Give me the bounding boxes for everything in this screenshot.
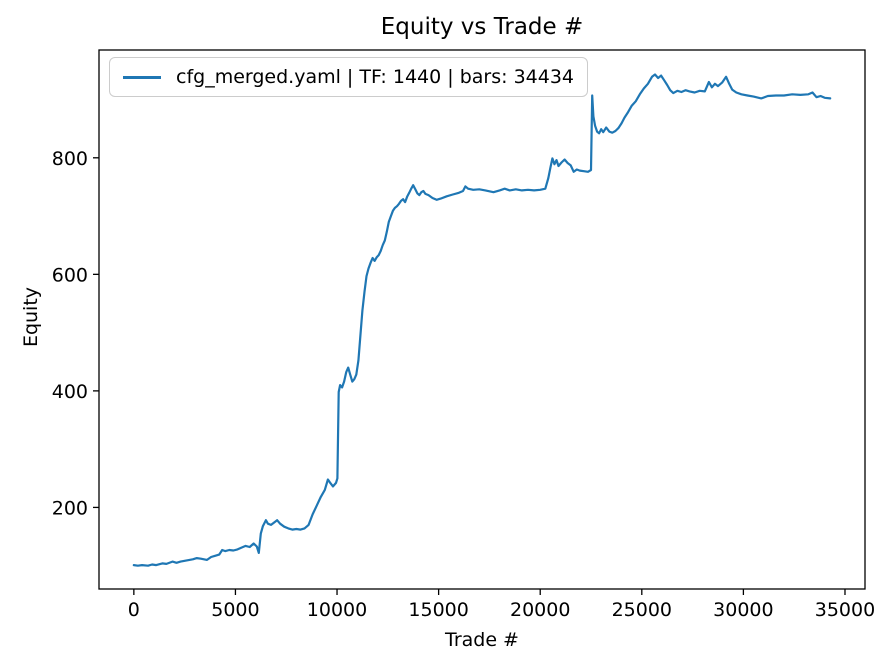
x-tick-label: 10000 xyxy=(307,599,367,621)
legend: cfg_merged.yaml | TF: 1440 | bars: 34434 xyxy=(109,57,589,97)
x-tick-label: 20000 xyxy=(510,599,570,621)
y-tick-label: 600 xyxy=(52,264,88,286)
x-tick-label: 30000 xyxy=(713,599,773,621)
legend-line-swatch xyxy=(123,75,161,79)
legend-label: cfg_merged.yaml | TF: 1440 | bars: 34434 xyxy=(176,66,575,88)
x-tick-label: 5000 xyxy=(211,599,259,621)
x-tick-label: 35000 xyxy=(815,599,875,621)
x-tick-label: 15000 xyxy=(408,599,468,621)
y-tick-label: 400 xyxy=(52,381,88,403)
x-axis-label: Trade # xyxy=(445,629,519,651)
y-axis-label: Equity xyxy=(20,286,42,348)
axis-tick-labels: 0 5000 10000 15000 20000 25000 30000 35000 200 40… xyxy=(52,148,875,621)
y-tick-label: 800 xyxy=(52,148,88,170)
axis-ticks xyxy=(93,157,846,595)
x-tick-label: 25000 xyxy=(612,599,672,621)
x-tick-label: 0 xyxy=(128,599,140,621)
chart-title: Equity vs Trade # xyxy=(380,14,584,40)
y-tick-label: 200 xyxy=(52,497,88,519)
equity-line-series xyxy=(132,73,832,567)
plot-border xyxy=(98,49,866,590)
